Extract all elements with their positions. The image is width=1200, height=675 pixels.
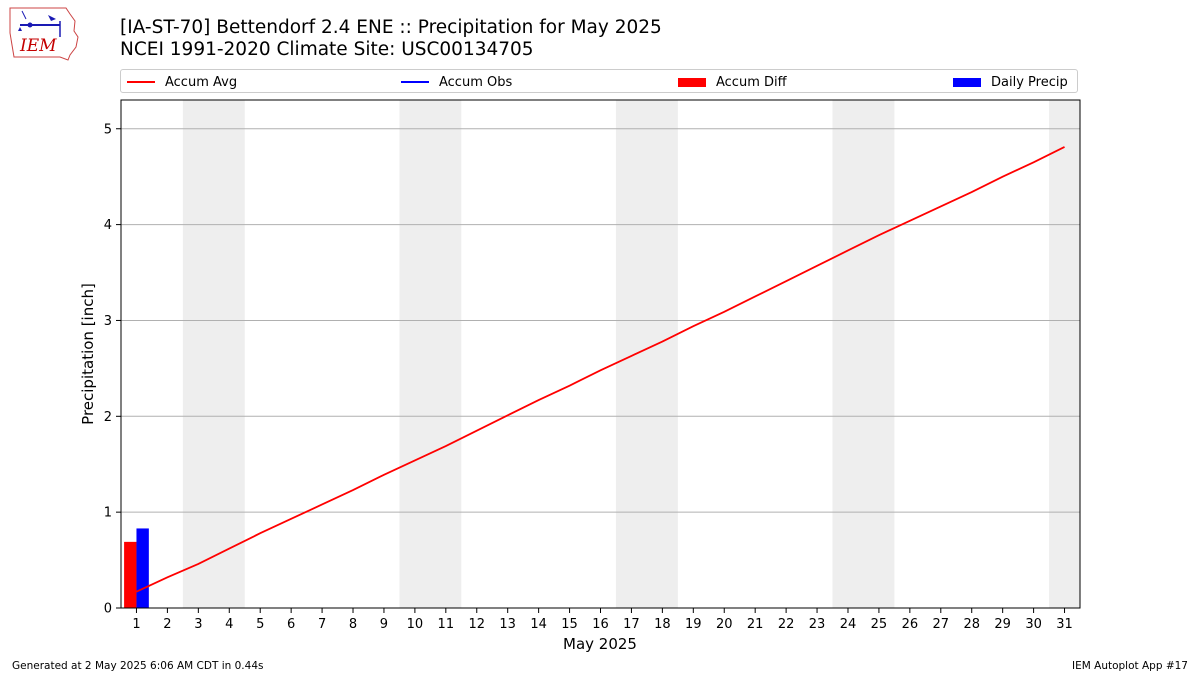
xtick-label-24: 24 <box>840 617 857 632</box>
bar-daily-precip-1 <box>136 528 149 608</box>
xtick-label-3: 3 <box>194 617 202 632</box>
xtick-label-10: 10 <box>407 617 424 632</box>
ytick-label-1: 1 <box>104 506 112 521</box>
xtick-label-6: 6 <box>287 617 295 632</box>
xtick-label-26: 26 <box>902 617 919 632</box>
legend-swatch-accum-diff <box>678 77 706 87</box>
legend-label-accum-avg: Accum Avg <box>165 74 238 90</box>
xtick-label-22: 22 <box>778 617 795 632</box>
xtick-label-4: 4 <box>225 617 233 632</box>
iem-logo: IEM <box>9 7 79 61</box>
weather-station-icon <box>18 10 61 37</box>
legend-label-accum-diff: Accum Diff <box>716 74 787 90</box>
xtick-label-7: 7 <box>318 617 326 632</box>
chart-title: [IA-ST-70] Bettendorf 2.4 ENE :: Precipi… <box>120 17 662 38</box>
logo-text: IEM <box>19 36 57 56</box>
ytick-label-4: 4 <box>104 218 112 233</box>
line-accum-avg <box>136 146 1065 593</box>
legend-label-daily-precip: Daily Precip <box>991 74 1068 90</box>
weekend-band-3 <box>832 100 895 608</box>
weekend-band-0 <box>182 100 245 608</box>
bar-accum-diff-1 <box>124 541 137 608</box>
legend-item-accum-obs: Accum Obs <box>401 70 512 94</box>
weekend-band-1 <box>399 100 462 608</box>
weekend-band-2 <box>615 100 678 608</box>
lines <box>136 146 1065 593</box>
weekend-band-4 <box>1049 100 1080 608</box>
xtick-label-12: 12 <box>468 617 485 632</box>
y-axis-ticks: 0 1 2 3 4 5 <box>104 122 121 617</box>
xtick-label-17: 17 <box>623 617 640 632</box>
ytick-label-0: 0 <box>104 602 112 617</box>
xtick-label-16: 16 <box>592 617 609 632</box>
legend: Accum Avg Accum Obs Accum Diff Daily Pre… <box>120 69 1078 93</box>
xtick-label-13: 13 <box>499 617 516 632</box>
legend-swatch-accum-obs <box>401 81 429 83</box>
xtick-label-20: 20 <box>716 617 733 632</box>
generated-timestamp: Generated at 2 May 2025 6:06 AM CDT in 0… <box>12 660 264 672</box>
xtick-label-18: 18 <box>654 617 671 632</box>
app-id: IEM Autoplot App #17 <box>1072 660 1188 672</box>
legend-item-daily-precip: Daily Precip <box>953 70 1068 94</box>
xtick-label-28: 28 <box>963 617 980 632</box>
ytick-label-2: 2 <box>104 410 112 425</box>
x-axis-ticks: 1 2 3 4 5 6 7 8 9 10 11 12 13 14 15 16 17 18 19 20 21 22 23 24 2… <box>132 608 1073 632</box>
xtick-label-31: 31 <box>1056 617 1073 632</box>
xtick-label-27: 27 <box>933 617 950 632</box>
xtick-label-21: 21 <box>747 617 764 632</box>
xtick-label-5: 5 <box>256 617 264 632</box>
legend-item-accum-avg: Accum Avg <box>127 70 237 94</box>
bars <box>124 528 149 608</box>
legend-swatch-daily-precip <box>953 77 981 87</box>
xtick-label-15: 15 <box>561 617 578 632</box>
ytick-label-3: 3 <box>104 314 112 329</box>
xtick-label-29: 29 <box>994 617 1011 632</box>
legend-swatch-accum-avg <box>127 81 155 83</box>
legend-label-accum-obs: Accum Obs <box>439 74 513 90</box>
xtick-label-25: 25 <box>871 617 888 632</box>
legend-item-accum-diff: Accum Diff <box>678 70 787 94</box>
xtick-label-30: 30 <box>1025 617 1042 632</box>
xtick-label-9: 9 <box>380 617 388 632</box>
chart-subtitle: NCEI 1991-2020 Climate Site: USC00134705 <box>120 39 534 60</box>
weekend-shading <box>182 100 1080 608</box>
xtick-label-23: 23 <box>809 617 826 632</box>
xtick-label-1: 1 <box>132 617 140 632</box>
y-axis-label: Precipitation [inch] <box>79 283 97 425</box>
xtick-label-14: 14 <box>530 617 547 632</box>
gridlines <box>121 128 1080 609</box>
xtick-label-8: 8 <box>349 617 357 632</box>
ytick-label-5: 5 <box>104 122 112 137</box>
xtick-label-2: 2 <box>163 617 171 632</box>
x-axis-label: May 2025 <box>563 635 637 653</box>
xtick-label-11: 11 <box>438 617 455 632</box>
xtick-label-19: 19 <box>685 617 702 632</box>
